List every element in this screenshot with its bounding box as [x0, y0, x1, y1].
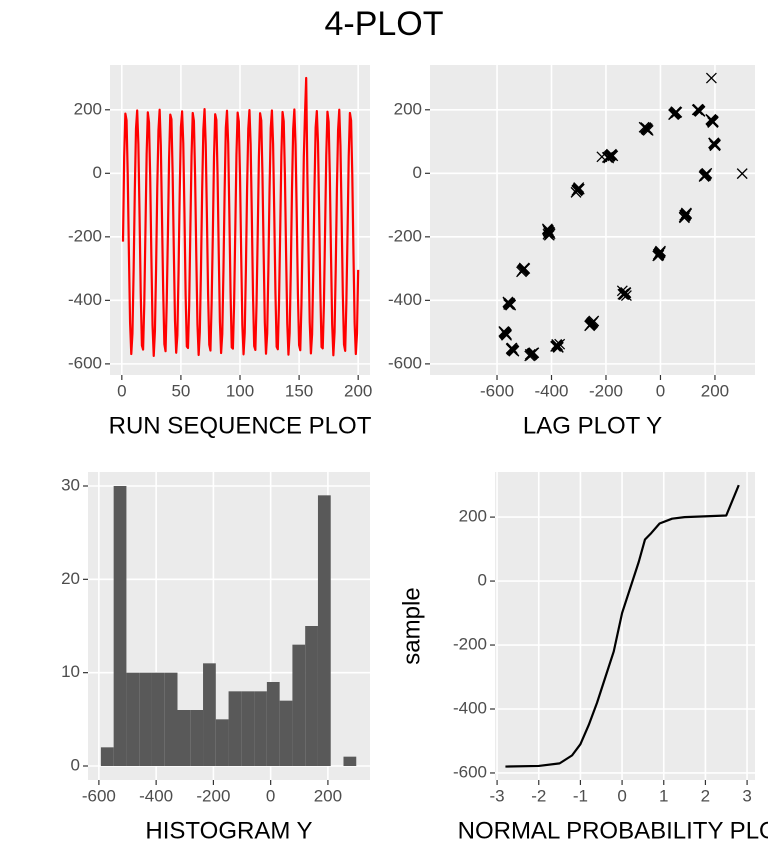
point-marker: [708, 137, 720, 149]
y-tick-label: -400: [388, 290, 422, 309]
point-marker: [606, 149, 618, 161]
y-tick-label: 10: [61, 662, 80, 681]
chart-title: 4-PLOT: [324, 5, 443, 43]
x-axis-title: LAG PLOT Y: [523, 412, 662, 439]
y-tick-label: -200: [453, 635, 487, 654]
point-marker: [552, 341, 564, 353]
x-tick-label: 50: [171, 381, 190, 400]
x-axis-title: RUN SEQUENCE PLOT: [109, 412, 372, 439]
histogram-bar: [177, 710, 191, 766]
y-tick-label: -600: [68, 353, 102, 372]
y-tick-label: -200: [388, 226, 422, 245]
x-tick-label: 0: [617, 786, 626, 805]
y-tick-label: -200: [68, 226, 102, 245]
histogram-bar: [215, 719, 229, 766]
panel-background: [495, 472, 755, 780]
histogram-bar: [190, 710, 204, 766]
point-marker: [573, 183, 584, 195]
histogram-bar: [343, 756, 357, 766]
point-marker: [678, 211, 690, 223]
point-marker: [526, 348, 538, 360]
x-tick-label: 0: [117, 381, 126, 400]
point-marker: [517, 264, 529, 276]
y-tick-label: 0: [71, 755, 80, 774]
y-tick-label: 20: [61, 569, 80, 588]
point-marker: [604, 150, 616, 162]
y-tick-label: -400: [68, 290, 102, 309]
point-marker: [503, 299, 515, 310]
point-marker: [706, 115, 718, 127]
point-marker: [669, 107, 681, 119]
y-tick-label: -600: [388, 353, 422, 372]
point-marker: [641, 124, 653, 136]
histogram-bar: [203, 663, 216, 766]
x-axis-title: HISTOGRAM Y: [145, 817, 312, 844]
point-marker: [551, 339, 563, 350]
x-tick-label: 0: [656, 381, 665, 400]
x-tick-label: -200: [589, 381, 623, 400]
histogram-bar: [100, 747, 114, 766]
data-line: [505, 484, 740, 768]
x-tick-label: -2: [531, 786, 546, 805]
y-tick-label: -600: [453, 762, 487, 781]
y-tick-label: 0: [413, 163, 422, 182]
y-tick-label: 200: [394, 99, 422, 118]
x-tick-label: 1: [659, 786, 668, 805]
x-tick-label: 200: [314, 786, 342, 805]
histogram-bar: [113, 486, 127, 766]
y-tick-label: 0: [478, 571, 487, 590]
x-tick-label: -400: [139, 786, 173, 805]
y-tick-label: 0: [93, 163, 102, 182]
point-marker: [700, 169, 712, 181]
x-tick-label: 0: [266, 786, 275, 805]
x-tick-label: -400: [534, 381, 568, 400]
histogram-bar: [266, 682, 280, 766]
point-marker: [736, 168, 748, 180]
x-tick-label: 200: [701, 381, 729, 400]
y-tick-label: 30: [61, 475, 80, 494]
histogram-bar: [228, 691, 242, 766]
histogram-bar: [279, 700, 293, 766]
histogram-bar: [254, 691, 267, 766]
x-tick-label: 100: [226, 381, 254, 400]
point-marker: [653, 247, 665, 259]
point-marker: [709, 140, 721, 152]
point-marker: [544, 226, 556, 238]
x-tick-label: -1: [573, 786, 588, 805]
histogram-bar: [241, 691, 255, 766]
x-tick-label: 3: [742, 786, 751, 805]
x-tick-label: 2: [701, 786, 710, 805]
point-marker: [502, 297, 514, 309]
point-marker: [586, 317, 598, 329]
y-tick-label: 200: [74, 99, 102, 118]
histogram-bar: [126, 672, 140, 766]
point-marker: [620, 287, 632, 299]
x-tick-label: -3: [490, 786, 505, 805]
point-marker: [508, 345, 520, 357]
x-tick-label: -200: [196, 786, 230, 805]
y-tick-label: -400: [453, 698, 487, 717]
y-tick-label: 200: [459, 507, 487, 526]
y-axis-title: sample: [398, 587, 425, 664]
point-marker: [617, 288, 629, 300]
histogram-bar: [151, 672, 165, 766]
x-tick-label: -600: [82, 786, 116, 805]
x-axis-title: NORMAL PROBABILITY PLOT: [458, 817, 768, 844]
histogram-bar: [305, 626, 318, 766]
data-line: [121, 76, 360, 358]
x-tick-label: 200: [344, 381, 372, 400]
x-tick-label: -600: [480, 381, 514, 400]
point-marker: [705, 72, 717, 84]
histogram-bar: [139, 672, 152, 766]
x-tick-label: 150: [285, 381, 313, 400]
histogram-bar: [317, 495, 331, 766]
histogram-bar: [292, 644, 306, 766]
histogram-bar: [164, 672, 178, 766]
point-marker: [692, 104, 704, 116]
point-marker: [500, 327, 511, 339]
